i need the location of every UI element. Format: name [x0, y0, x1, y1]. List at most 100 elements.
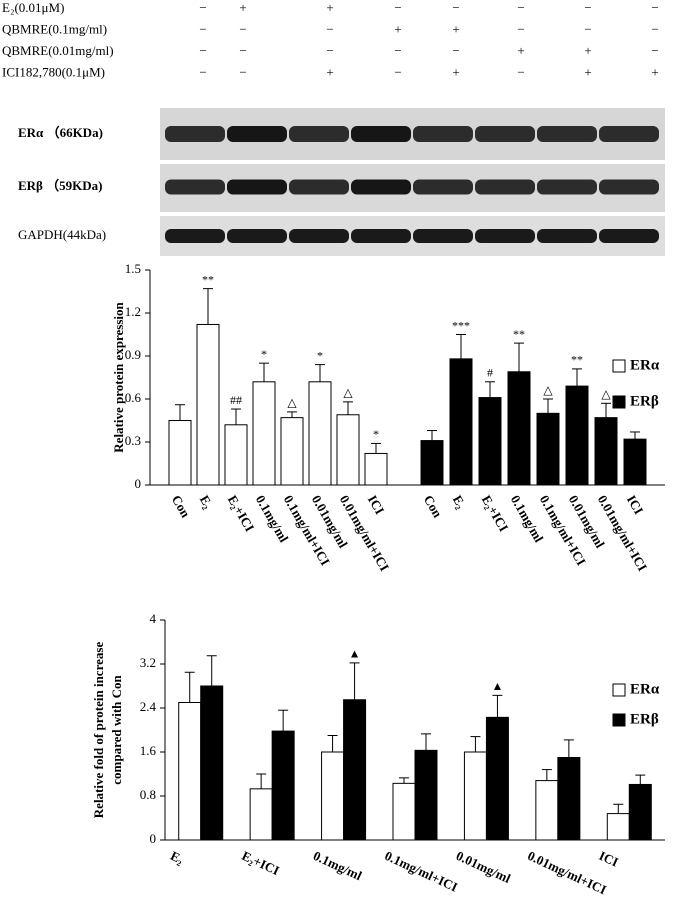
- legend-label: ERβ: [630, 393, 659, 409]
- blot-band: [413, 229, 473, 243]
- significance-label: *: [261, 347, 267, 361]
- x-tick-label: ICI: [624, 492, 647, 516]
- error-bar: [371, 442, 381, 454]
- bar: [168, 420, 192, 486]
- error-bar: [635, 774, 646, 785]
- treatment-label: E₂(0.01μM): [2, 0, 64, 15]
- error-bar: [206, 655, 217, 686]
- y-tick-label: 1.5: [125, 261, 141, 276]
- treatment-sign: −: [651, 0, 658, 15]
- bar: [449, 358, 473, 486]
- bar: [280, 417, 304, 486]
- treatment-sign: −: [452, 0, 459, 15]
- x-tick-label: Con: [421, 492, 446, 520]
- legend-label: ERβ: [630, 711, 659, 727]
- blot-band: [537, 126, 597, 142]
- treatment-sign: +: [584, 64, 591, 79]
- blot-band: [165, 179, 225, 195]
- error-bar: [256, 773, 267, 789]
- treatment-sign: −: [394, 43, 401, 58]
- blot-band: [599, 126, 659, 142]
- blot-band: [413, 179, 473, 195]
- bar: [224, 424, 248, 486]
- error-bar: [203, 288, 213, 325]
- x-tick-label: 0.01mg/ml+ICI: [525, 848, 608, 898]
- treatment-sign: +: [326, 64, 333, 79]
- treatment-sign: −: [517, 0, 524, 15]
- error-bar: [601, 402, 611, 418]
- error-bar: [399, 777, 409, 784]
- treatment-label: QBMRE(0.1mg/ml): [2, 21, 107, 36]
- treatment-sign: −: [517, 64, 524, 79]
- bar: [623, 438, 647, 486]
- error-bar: [541, 769, 552, 781]
- treatment-sign: +: [584, 43, 591, 58]
- error-bar: [327, 735, 338, 752]
- blot-band: [351, 179, 411, 195]
- bar: [594, 417, 618, 486]
- treatment-label: QBMRE(0.01mg/ml): [2, 43, 114, 58]
- y-tick-label: 1.2: [125, 304, 141, 319]
- bar: [249, 788, 273, 841]
- treatment-sign: +: [452, 64, 459, 79]
- treatment-sign: −: [199, 64, 206, 79]
- y-tick-label: 0.9: [125, 347, 141, 362]
- y-axis-label: Relative protein expression: [111, 302, 126, 453]
- blot-band: [351, 126, 411, 142]
- blot-band: [599, 179, 659, 195]
- treatment-sign: −: [239, 21, 246, 36]
- y-tick-label: 4: [150, 611, 157, 626]
- bar: [536, 412, 560, 486]
- treatment-sign: +: [394, 21, 401, 36]
- bar: [507, 371, 531, 486]
- x-tick-label: ICI: [365, 492, 388, 516]
- legend-label: ERα: [630, 357, 660, 373]
- error-bar: [613, 803, 624, 814]
- treatment-sign: −: [326, 21, 333, 36]
- error-bar: [287, 411, 297, 418]
- error-bar: [349, 662, 360, 700]
- significance-label: ▲: [491, 679, 503, 693]
- error-bar: [231, 408, 241, 425]
- error-bar: [514, 342, 524, 372]
- blot-band: [537, 229, 597, 243]
- treatment-sign: +: [239, 0, 246, 15]
- significance-label: △: [601, 387, 611, 401]
- x-tick-label: E₂+ICI: [240, 848, 282, 878]
- x-tick-label: E₂+ICI: [479, 492, 512, 534]
- blot-band: [289, 126, 349, 142]
- significance-label: #: [487, 366, 493, 380]
- treatment-sign: −: [199, 0, 206, 15]
- bar: [252, 381, 276, 486]
- bar: [178, 702, 202, 841]
- error-bar: [175, 404, 185, 421]
- treatment-sign: −: [326, 43, 333, 58]
- bar: [392, 782, 416, 841]
- blot-band: [413, 126, 473, 142]
- treatment-sign: −: [517, 21, 524, 36]
- treatment-label: ICI182,780(0.1μM): [2, 64, 105, 79]
- y-tick-label: 0: [150, 831, 157, 846]
- treatment-sign: −: [651, 21, 658, 36]
- treatment-sign: −: [584, 21, 591, 36]
- significance-label: ***: [452, 318, 470, 332]
- x-tick-label: E₂: [168, 848, 186, 867]
- bar: [535, 780, 559, 841]
- significance-label: **: [513, 327, 525, 341]
- bar: [557, 757, 581, 841]
- error-bar: [315, 364, 325, 382]
- legend-swatch: [612, 359, 626, 373]
- error-bar: [427, 430, 437, 441]
- blot-band: [227, 229, 287, 243]
- blot-band: [351, 229, 411, 243]
- legend-swatch: [612, 713, 626, 727]
- y-tick-label: 0.3: [125, 433, 141, 448]
- significance-label: ▲: [349, 647, 361, 661]
- treatment-sign: +: [452, 21, 459, 36]
- bar: [336, 414, 360, 486]
- error-bar: [492, 694, 503, 718]
- legend-label: ERα: [630, 681, 660, 697]
- y-tick-label: 0: [135, 476, 142, 491]
- error-bar: [572, 368, 582, 387]
